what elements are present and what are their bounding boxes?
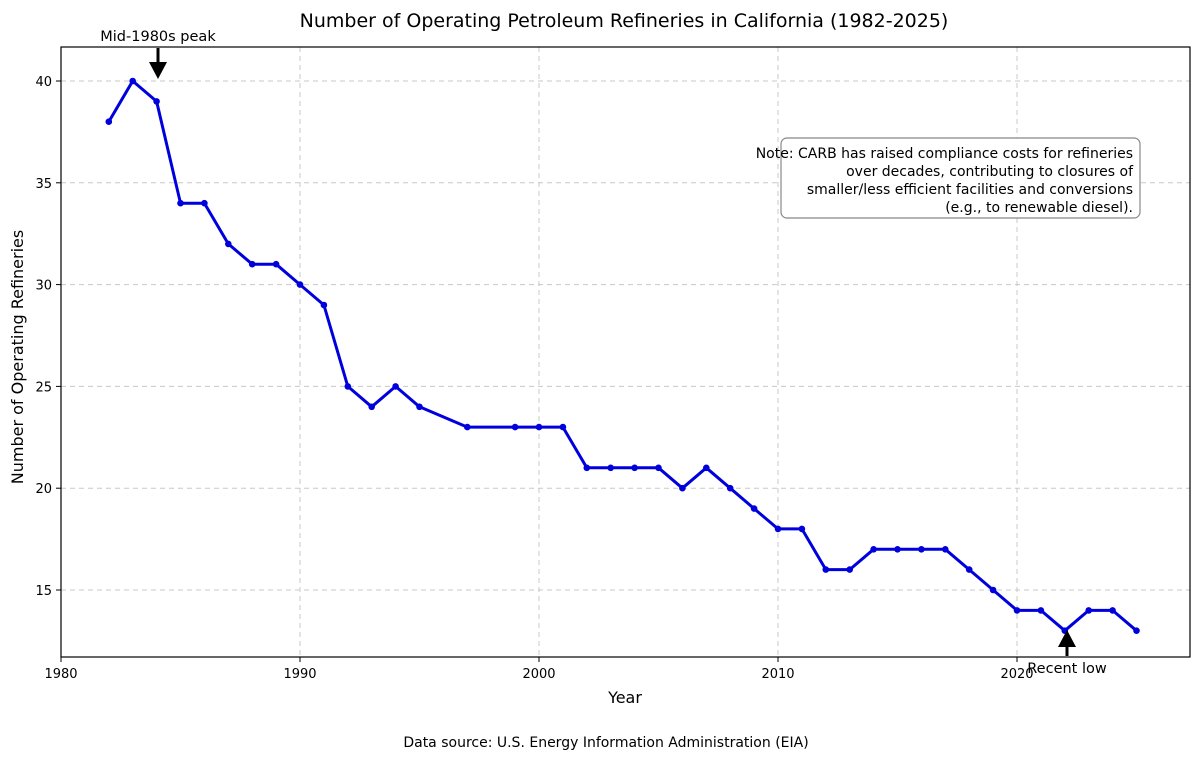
data-point (1013, 607, 1021, 614)
note-box: Note: CARB has raised compliance costs f… (756, 137, 1141, 219)
note-line: (e.g., to renewable diesel). (945, 200, 1133, 216)
data-point (774, 525, 782, 533)
x-axis-title: Year (607, 688, 642, 707)
data-point (703, 464, 710, 472)
peak-annotation: Mid-1980s peak (100, 29, 216, 79)
data-point (1109, 607, 1116, 614)
data-point (535, 423, 543, 431)
y-tick-label: 25 (35, 380, 52, 395)
data-point (416, 403, 423, 411)
data-point (822, 566, 830, 573)
data-point (870, 546, 877, 553)
note-line: Note: CARB has raised compliance costs f… (756, 146, 1133, 162)
data-point (344, 383, 352, 390)
note-line: smaller/less efficient facilities and co… (807, 182, 1133, 198)
y-tick-label: 30 (35, 279, 52, 294)
low-arrow-head (1058, 630, 1076, 647)
data-point (464, 423, 471, 431)
data-point (918, 546, 925, 553)
y-tick-label: 20 (35, 482, 52, 497)
data-point (105, 118, 113, 125)
data-point (153, 98, 160, 105)
data-point (320, 301, 328, 309)
data-point (655, 464, 662, 472)
plot-frame (60, 46, 1191, 658)
data-point (129, 77, 136, 85)
x-tick-label: 1980 (44, 667, 77, 682)
data-point (607, 464, 614, 472)
data-source: Data source: U.S. Energy Information Adm… (403, 735, 808, 751)
series-line (107, 79, 1138, 633)
series-refineries (105, 77, 1140, 634)
low-annotation: Recent low (1027, 630, 1107, 677)
data-point (942, 546, 949, 553)
data-point (583, 464, 591, 472)
x-axis: 1980 1990 2000 2010 2020 (44, 657, 1034, 682)
peak-arrow-head (149, 62, 167, 79)
data-point (750, 505, 758, 512)
data-point (1085, 607, 1092, 614)
data-point (368, 403, 376, 411)
data-point (1037, 607, 1045, 614)
data-point (296, 281, 304, 288)
data-point (511, 423, 519, 431)
x-tick-label: 2000 (522, 667, 555, 682)
data-point (989, 586, 997, 594)
data-point (631, 464, 638, 472)
data-point (846, 566, 853, 573)
data-point (177, 199, 184, 207)
x-tick-label: 2010 (761, 667, 794, 682)
data-point (272, 260, 280, 268)
y-tick-label: 40 (35, 75, 52, 90)
data-point (1133, 627, 1140, 634)
note-line: over decades, contributing to closures o… (846, 164, 1134, 180)
data-point (798, 525, 806, 533)
data-point (965, 566, 973, 573)
data-point (726, 484, 734, 492)
y-axis: 15 20 25 30 35 40 (35, 75, 61, 599)
data-point (248, 260, 256, 268)
data-point (894, 546, 901, 553)
y-tick-label: 15 (35, 584, 52, 599)
note-box-frame (780, 137, 1141, 219)
data-point (559, 423, 567, 431)
x-tick-label: 2020 (1000, 667, 1033, 682)
low-annotation-label: Recent low (1027, 661, 1107, 677)
data-point (679, 484, 686, 492)
y-tick-label: 35 (35, 177, 52, 192)
peak-annotation-label: Mid-1980s peak (100, 29, 216, 45)
data-point (225, 240, 232, 248)
chart-title: Number of Operating Petroleum Refineries… (300, 10, 949, 32)
y-axis-title: Number of Operating Refineries (8, 230, 27, 484)
x-tick-label: 1990 (283, 667, 316, 682)
data-point (201, 199, 208, 207)
data-point (392, 383, 399, 390)
